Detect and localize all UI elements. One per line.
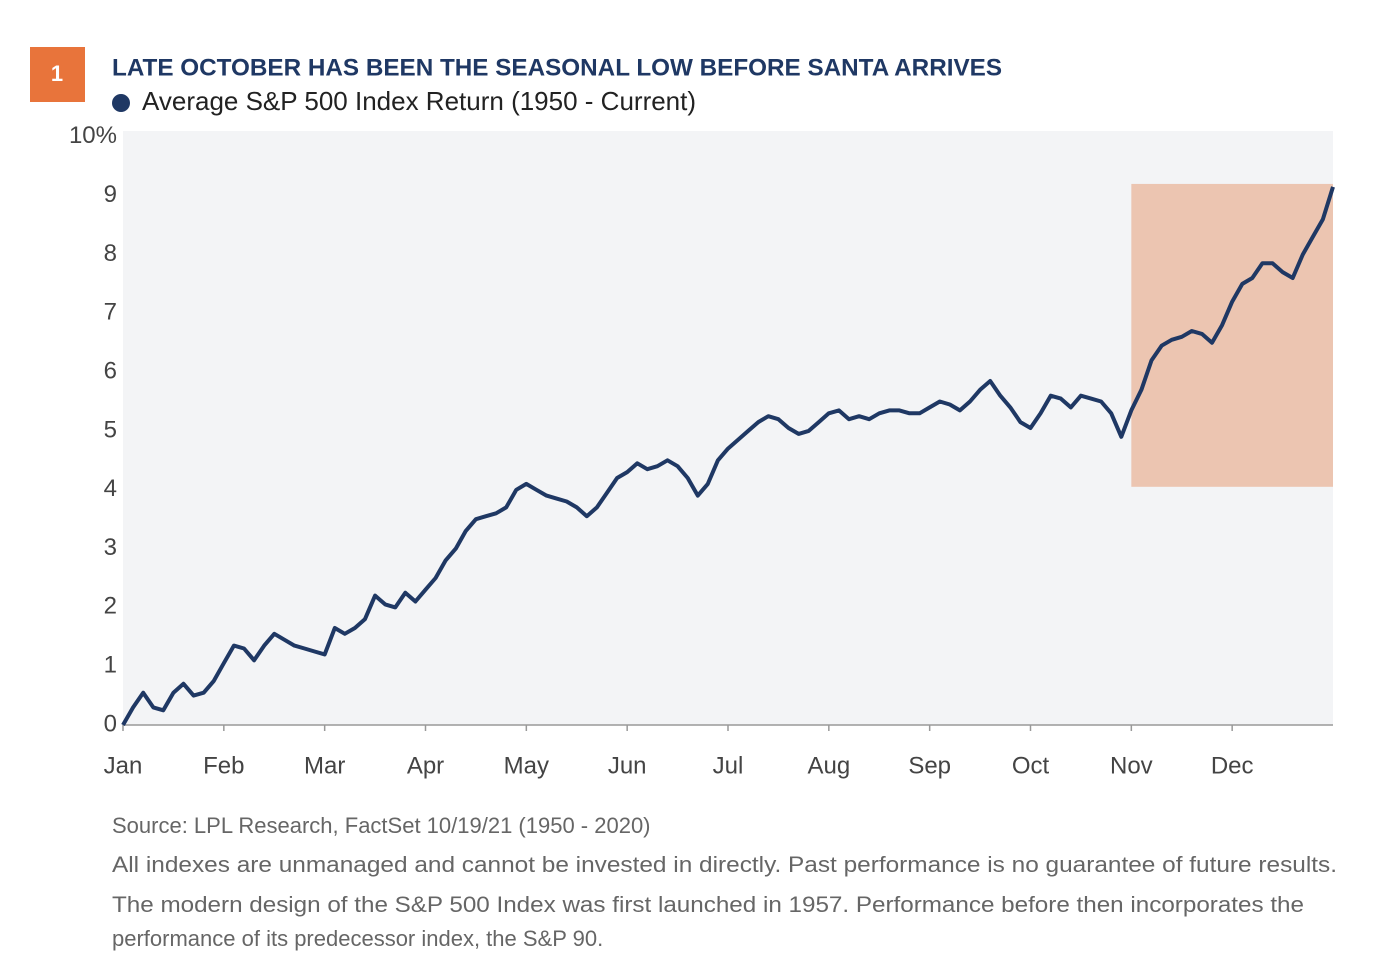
highlight (1131, 183, 1333, 487)
footnote: All indexes are unmanaged and cannot be … (112, 852, 1337, 877)
x-tick-label: Dec (1211, 752, 1254, 779)
y-tick-label: 7 (104, 299, 117, 326)
y-tick-label: 8 (104, 240, 117, 267)
y-tick-label: 1 (104, 652, 117, 679)
y-tick-label: 0 (104, 710, 117, 737)
badge-box (30, 47, 85, 102)
legend-marker (112, 94, 130, 112)
footnote: The modern design of the S&P 500 Index w… (112, 892, 1304, 917)
y-tick-label: 4 (104, 475, 117, 502)
badge: 1 (51, 61, 63, 86)
x-tick-label: Apr (407, 752, 444, 779)
x-tick-label: Nov (1110, 752, 1153, 779)
x-tick-label: Jul (713, 752, 744, 779)
x-tick-label: Sep (908, 752, 951, 779)
y-tick-label: 6 (104, 357, 117, 384)
y-tick-label: 3 (104, 534, 117, 561)
y-tick-label: 10% (69, 122, 117, 149)
y-tick-label: 9 (104, 181, 117, 208)
source-note: Source: LPL Research, FactSet 10/19/21 (… (112, 813, 651, 838)
chart-title: LATE OCTOBER HAS BEEN THE SEASONAL LOW B… (112, 54, 1002, 81)
x-tick-label: Jan (104, 752, 143, 779)
footnote: performance of its predecessor index, th… (112, 926, 603, 951)
y-tick-label: 2 (104, 593, 117, 620)
x-tick-label: Jun (608, 752, 647, 779)
x-tick-label: Feb (203, 752, 244, 779)
legend-label: Average S&P 500 Index Return (1950 - Cur… (142, 86, 696, 116)
x-tick-label: May (504, 752, 549, 779)
y-tick-label: 5 (104, 416, 117, 443)
line-series (121, 186, 1335, 726)
x-tick-label: Aug (807, 752, 850, 779)
x-tick-label: Mar (304, 752, 345, 779)
x-tick-label: Oct (1012, 752, 1050, 779)
